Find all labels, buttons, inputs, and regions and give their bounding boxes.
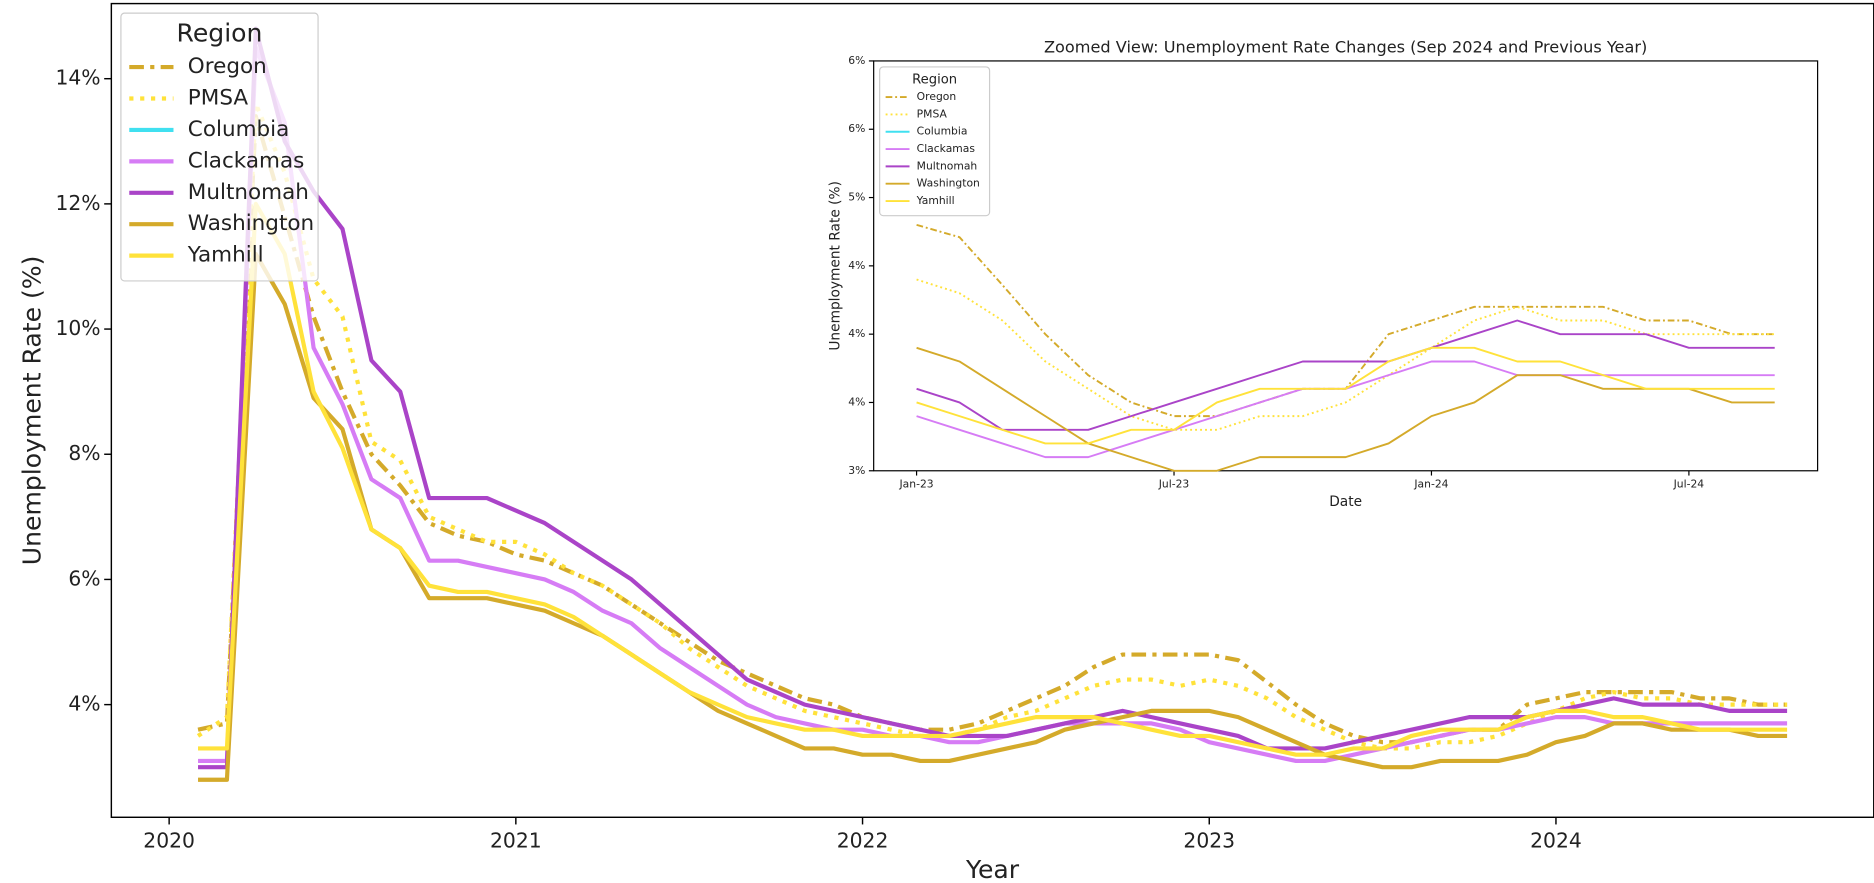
legend-box <box>879 66 991 217</box>
y-tick-label: 4% <box>848 327 865 340</box>
y-tick-label: 5% <box>848 191 865 204</box>
y-tick-label: 4% <box>848 395 865 408</box>
x-tick-label: Jul-24 <box>1673 478 1705 491</box>
x-tick-label: Jul-23 <box>1158 478 1190 491</box>
series-line <box>198 251 1788 782</box>
legend-label: Clackamas <box>917 142 976 155</box>
y-tick-label: 6% <box>848 122 865 135</box>
x-tick-label: 2020 <box>143 829 195 853</box>
y-axis-label: Unemployment Rate (%) <box>18 256 47 566</box>
legend-title: Region <box>912 73 957 88</box>
plot-area <box>873 60 1819 472</box>
x-tick-label: Jan-23 <box>899 478 934 491</box>
legend-label: PMSA <box>188 86 249 111</box>
y-tick-label: 3% <box>848 464 865 477</box>
series-line <box>916 278 1775 431</box>
x-tick-label: 2024 <box>1530 829 1582 853</box>
y-tick-label: 10% <box>55 316 100 340</box>
legend-label: Columbia <box>188 117 290 142</box>
legend-label: Washington <box>917 177 980 190</box>
legend-label: Oregon <box>188 54 267 79</box>
legend-label: Multnomah <box>917 159 978 172</box>
legend-title: Region <box>177 19 263 48</box>
x-tick-label: 2021 <box>490 829 542 853</box>
x-axis-label: Date <box>1329 494 1362 510</box>
x-axis-label: Year <box>965 855 1020 883</box>
y-tick-label: 6% <box>68 566 100 590</box>
series-line <box>916 346 1775 445</box>
legend-label: Yamhill <box>916 194 955 207</box>
legend-label: Clackamas <box>188 148 305 173</box>
y-tick-label: 12% <box>55 191 100 215</box>
legend-label: PMSA <box>917 107 948 120</box>
legend-label: Yamhill <box>187 243 264 268</box>
legend-label: Oregon <box>917 90 956 103</box>
legend-label: Washington <box>188 211 314 236</box>
series-line <box>916 346 1775 472</box>
legend-box <box>120 12 319 282</box>
y-tick-label: 4% <box>68 692 100 716</box>
chart-title: Zoomed View: Unemployment Rate Changes (… <box>1044 37 1647 56</box>
x-tick-label: Jan-24 <box>1413 478 1448 491</box>
y-axis-label: Unemployment Rate (%) <box>827 181 843 351</box>
legend-label: Columbia <box>917 125 968 138</box>
x-tick-label: 2023 <box>1183 829 1235 853</box>
series-line <box>198 201 1788 757</box>
series-line <box>916 319 1775 431</box>
legend-label: Multnomah <box>188 180 309 205</box>
y-tick-label: 4% <box>848 259 865 272</box>
series-line <box>197 114 1788 745</box>
y-tick-label: 6% <box>848 54 865 67</box>
x-tick-label: 2022 <box>837 829 889 853</box>
series-line <box>198 45 1788 764</box>
y-tick-label: 14% <box>55 66 100 90</box>
y-tick-label: 8% <box>68 441 100 465</box>
